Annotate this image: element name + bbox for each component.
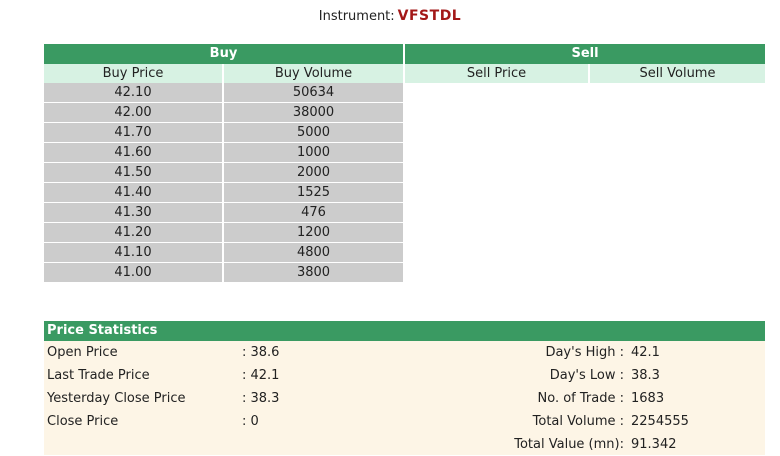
table-row: 42.00 38000 <box>44 103 403 123</box>
buy-volume-cell: 1200 <box>224 223 403 243</box>
buy-price-cell: 41.60 <box>44 143 222 163</box>
buy-price-cell: 41.00 <box>44 263 222 283</box>
price-statistics-panel: Price Statistics Open Price : 38.6 Day's… <box>44 321 765 455</box>
buy-volume-cell: 4800 <box>224 243 403 263</box>
buy-volume-cell: 38000 <box>224 103 403 123</box>
close-price-value: : 0 <box>242 414 259 429</box>
total-value-label: Total Value (mn): <box>514 437 624 452</box>
buy-volume-cell: 2000 <box>224 163 403 183</box>
buy-price-cell: 41.40 <box>44 183 222 203</box>
stats-row: Last Trade Price : 42.1 Day's Low : 38.3 <box>44 364 765 387</box>
buy-price-cell: 41.70 <box>44 123 222 143</box>
buy-volume-cell: 3800 <box>224 263 403 283</box>
buy-price-cell: 41.10 <box>44 243 222 263</box>
stats-row: Close Price : 0 Total Volume : 2254555 <box>44 410 765 433</box>
buy-header: Buy <box>44 44 403 64</box>
buy-price-cell: 41.30 <box>44 203 222 223</box>
number-of-trade-value: 1683 <box>631 391 665 406</box>
last-trade-price-label: Last Trade Price <box>47 368 150 383</box>
total-volume-label: Total Volume : <box>532 414 624 429</box>
total-value-value: 91.342 <box>631 437 677 452</box>
table-row: 41.30 476 <box>44 203 403 223</box>
sell-header: Sell <box>405 44 765 64</box>
buy-price-cell: 42.10 <box>44 83 222 103</box>
stats-row: Total Value (mn): 91.342 <box>44 433 765 456</box>
buy-volume-cell: 5000 <box>224 123 403 143</box>
instrument-code: VFSTDL <box>397 8 462 24</box>
price-statistics-header: Price Statistics <box>44 321 765 341</box>
instrument-title: Instrument: VFSTDL <box>0 8 780 24</box>
table-row: 41.60 1000 <box>44 143 403 163</box>
table-row: 41.00 3800 <box>44 263 403 283</box>
open-price-label: Open Price <box>47 345 118 360</box>
stats-row: Open Price : 38.6 Day's High : 42.1 <box>44 341 765 364</box>
days-low-label: Day's Low : <box>549 368 624 383</box>
buy-volume-cell: 476 <box>224 203 403 223</box>
buy-rows: 42.10 50634 42.00 38000 41.70 5000 41.60 100… <box>44 83 403 283</box>
sell-volume-column-header: Sell Volume <box>590 64 765 83</box>
table-row: 41.10 4800 <box>44 243 403 263</box>
table-row: 41.70 5000 <box>44 123 403 143</box>
buy-price-cell: 41.20 <box>44 223 222 243</box>
buy-price-column-header: Buy Price <box>44 64 222 83</box>
table-row: 41.40 1525 <box>44 183 403 203</box>
buy-price-cell: 42.00 <box>44 103 222 123</box>
sell-price-column-header: Sell Price <box>405 64 588 83</box>
buy-price-cell: 41.50 <box>44 163 222 183</box>
table-row: 41.20 1200 <box>44 223 403 243</box>
yesterday-close-price-value: : 38.3 <box>242 391 280 406</box>
table-row: 41.50 2000 <box>44 163 403 183</box>
number-of-trade-label: No. of Trade : <box>537 391 624 406</box>
buy-volume-cell: 1000 <box>224 143 403 163</box>
days-high-label: Day's High : <box>545 345 624 360</box>
table-row: 42.10 50634 <box>44 83 403 103</box>
days-low-value: 38.3 <box>631 368 660 383</box>
last-trade-price-value: : 42.1 <box>242 368 280 383</box>
total-volume-value: 2254555 <box>631 414 689 429</box>
market-depth-table: Buy Sell Buy Price Buy Volume Sell Price… <box>44 44 765 283</box>
stats-row: Yesterday Close Price : 38.3 No. of Trad… <box>44 387 765 410</box>
buy-volume-column-header: Buy Volume <box>224 64 403 83</box>
buy-volume-cell: 1525 <box>224 183 403 203</box>
instrument-label: Instrument: <box>318 9 395 24</box>
buy-volume-cell: 50634 <box>224 83 403 103</box>
open-price-value: : 38.6 <box>242 345 280 360</box>
yesterday-close-price-label: Yesterday Close Price <box>47 391 186 406</box>
close-price-label: Close Price <box>47 414 119 429</box>
days-high-value: 42.1 <box>631 345 660 360</box>
